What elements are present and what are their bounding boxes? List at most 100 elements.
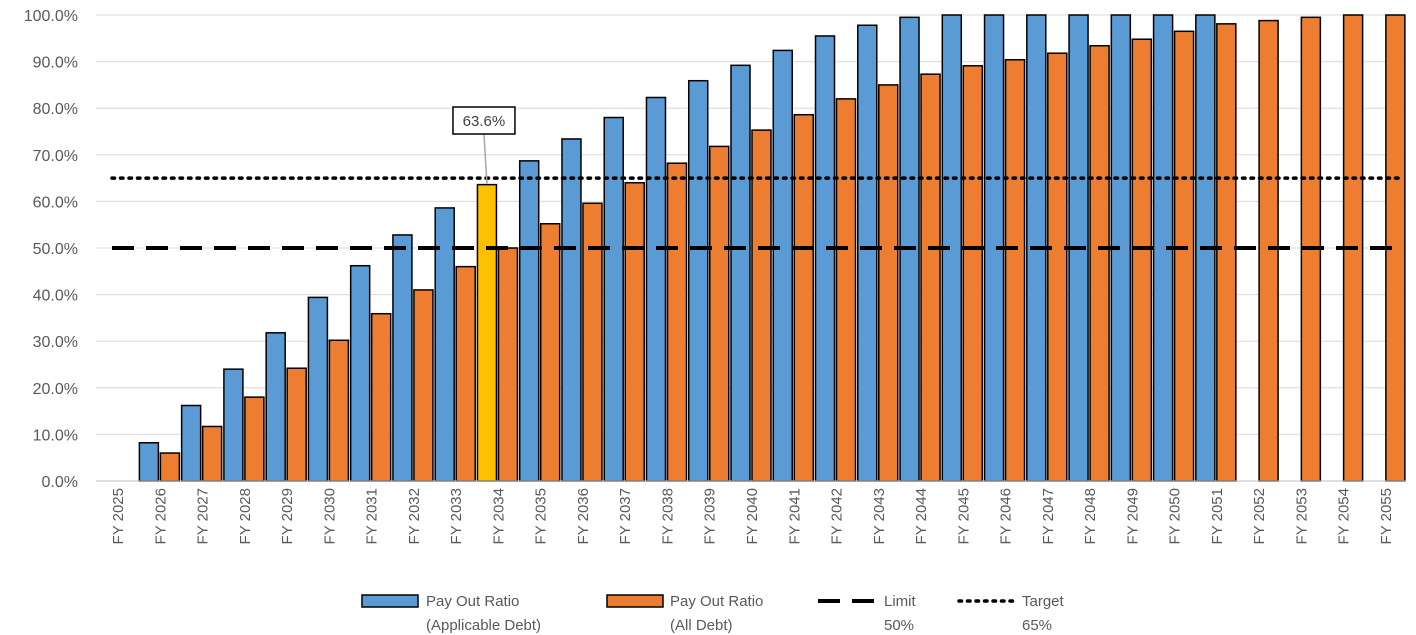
bar-pay-out-ratio-all-debt-fy-2038 bbox=[666, 162, 688, 482]
x-tick-label-fy-2052: FY 2052 bbox=[1251, 488, 1268, 544]
x-tick-label-fy-2036: FY 2036 bbox=[575, 488, 592, 544]
bar-pay-out-ratio-all-debt-fy-2050 bbox=[1173, 30, 1195, 482]
bar-pay-out-ratio-applicable-debt-fy-2031 bbox=[349, 264, 371, 482]
legend-item-target: Target 65% bbox=[957, 593, 1065, 634]
bar-pay-out-ratio-applicable-debt-fy-2041 bbox=[772, 49, 794, 482]
bar-pay-out-ratio-all-debt-fy-2036 bbox=[582, 202, 603, 482]
bar-pay-out-ratio-applicable-debt-fy-2035 bbox=[518, 160, 540, 482]
bar-pay-out-ratio-all-debt-fy-2028 bbox=[244, 396, 265, 482]
y-tick-label-20: 20.0% bbox=[33, 381, 78, 398]
bar-pay-out-ratio-applicable-debt-fy-2038 bbox=[645, 96, 667, 482]
x-tick-label-fy-2038: FY 2038 bbox=[659, 488, 676, 544]
y-tick-label-100: 100.0% bbox=[24, 8, 78, 25]
x-tick-label-fy-2046: FY 2046 bbox=[998, 488, 1015, 544]
bar-pay-out-ratio-applicable-debt-fy-2034 bbox=[476, 183, 498, 482]
bar-pay-out-ratio-applicable-debt-fy-2040 bbox=[730, 64, 751, 482]
y-tick-label-80: 80.0% bbox=[33, 101, 78, 118]
bar-pay-out-ratio-applicable-debt-fy-2039 bbox=[687, 79, 709, 482]
x-tick-label-fy-2044: FY 2044 bbox=[913, 488, 930, 544]
legend-label-applicable-debt-line2: (Applicable Debt) bbox=[426, 617, 541, 634]
bar-pay-out-ratio-all-debt-fy-2032 bbox=[413, 289, 434, 482]
bar-pay-out-ratio-all-debt-fy-2026 bbox=[159, 452, 181, 482]
bar-pay-out-ratio-all-debt-fy-2047 bbox=[1047, 52, 1068, 482]
y-tick-label-50: 50.0% bbox=[33, 241, 78, 258]
x-tick-label-fy-2039: FY 2039 bbox=[702, 488, 719, 544]
bar-pay-out-ratio-applicable-debt-fy-2043 bbox=[857, 24, 878, 482]
legend-item-limit: Limit 50% bbox=[818, 593, 917, 634]
x-tick-label-fy-2037: FY 2037 bbox=[617, 488, 634, 544]
bar-pay-out-ratio-all-debt-fy-2044 bbox=[920, 73, 941, 482]
x-tick-label-fy-2054: FY 2054 bbox=[1336, 488, 1353, 544]
legend-label-target-line2: 65% bbox=[1022, 617, 1052, 634]
x-tick-label-fy-2049: FY 2049 bbox=[1124, 488, 1141, 544]
x-tick-label-fy-2048: FY 2048 bbox=[1082, 488, 1099, 544]
bar-pay-out-ratio-all-debt-fy-2040 bbox=[751, 129, 772, 482]
y-tick-label-70: 70.0% bbox=[33, 148, 78, 165]
bar-pay-out-ratio-all-debt-fy-2042 bbox=[835, 98, 857, 482]
y-axis-tick-labels: 0.0% 10.0% 20.0% 30.0% 40.0% 50.0% 60.0% 70.0% 8… bbox=[24, 8, 78, 491]
bar-pay-out-ratio-applicable-debt-fy-2032 bbox=[392, 234, 413, 482]
bar-pay-out-ratio-all-debt-fy-2035 bbox=[539, 223, 561, 482]
x-tick-label-fy-2030: FY 2030 bbox=[321, 488, 338, 544]
bar-pay-out-ratio-all-debt-fy-2049 bbox=[1131, 38, 1153, 482]
x-tick-label-fy-2040: FY 2040 bbox=[744, 488, 761, 544]
legend-label-limit-line1: Limit bbox=[884, 593, 917, 610]
legend-label-applicable-debt-line1: Pay Out Ratio bbox=[426, 593, 519, 610]
bar-pay-out-ratio-all-debt-fy-2033 bbox=[455, 265, 476, 482]
x-tick-label-fy-2050: FY 2050 bbox=[1167, 488, 1184, 544]
legend: Pay Out Ratio (Applicable Debt) Pay Out … bbox=[361, 593, 1065, 634]
x-tick-label-fy-2027: FY 2027 bbox=[195, 488, 212, 544]
bar-pay-out-ratio-all-debt-fy-2052 bbox=[1258, 19, 1279, 482]
x-tick-label-fy-2025: FY 2025 bbox=[110, 488, 127, 544]
legend-item-all-debt: Pay Out Ratio (All Debt) bbox=[606, 593, 763, 634]
bar-pay-out-ratio-all-debt-fy-2027 bbox=[201, 425, 223, 482]
x-tick-label-fy-2034: FY 2034 bbox=[490, 488, 507, 544]
x-tick-label-fy-2032: FY 2032 bbox=[406, 488, 423, 544]
bar-pay-out-ratio-all-debt-fy-2051 bbox=[1216, 23, 1237, 482]
x-tick-label-fy-2055: FY 2055 bbox=[1378, 488, 1395, 544]
legend-swatch-applicable-debt bbox=[361, 594, 419, 608]
callout-leader-line bbox=[483, 133, 488, 184]
bar-pay-out-ratio-all-debt-fy-2029 bbox=[286, 367, 307, 482]
x-tick-label-fy-2045: FY 2045 bbox=[955, 488, 972, 544]
bar-pay-out-ratio-all-debt-fy-2041 bbox=[793, 113, 815, 482]
y-tick-label-30: 30.0% bbox=[33, 334, 78, 351]
bar-pay-out-ratio-applicable-debt-fy-2042 bbox=[814, 35, 836, 482]
x-axis-tick-labels: FY 2025 FY 2026 FY 2027 FY 2028 FY 2029 FY 20… bbox=[110, 488, 1395, 544]
x-tick-label-fy-2043: FY 2043 bbox=[871, 488, 888, 544]
legend-label-all-debt-line2: (All Debt) bbox=[670, 617, 733, 634]
bar-pay-out-ratio-all-debt-fy-2030 bbox=[328, 339, 350, 482]
bar-pay-out-ratio-applicable-debt-fy-2036 bbox=[561, 138, 582, 482]
x-tick-label-fy-2041: FY 2041 bbox=[786, 488, 803, 544]
legend-label-target-line1: Target bbox=[1022, 593, 1065, 610]
y-tick-label-40: 40.0% bbox=[33, 288, 78, 305]
bar-pay-out-ratio-all-debt-fy-2031 bbox=[370, 312, 392, 482]
bar-pay-out-ratio-all-debt-fy-2046 bbox=[1004, 58, 1026, 482]
x-tick-label-fy-2028: FY 2028 bbox=[237, 488, 254, 544]
x-tick-label-fy-2051: FY 2051 bbox=[1209, 488, 1226, 544]
bar-pay-out-ratio-all-debt-fy-2039 bbox=[708, 145, 730, 482]
bar-pay-out-ratio-applicable-debt-fy-2026 bbox=[138, 442, 160, 482]
x-tick-label-fy-2029: FY 2029 bbox=[279, 488, 296, 544]
bar-pay-out-ratio-applicable-debt-fy-2027 bbox=[180, 404, 202, 482]
reference-lines bbox=[110, 176, 1403, 250]
data-callout: 63.6% bbox=[452, 106, 516, 184]
bar-pay-out-ratio-applicable-debt-fy-2030 bbox=[307, 296, 329, 482]
bar-pay-out-ratio-applicable-debt-fy-2029 bbox=[265, 332, 286, 482]
x-tick-label-fy-2042: FY 2042 bbox=[829, 488, 846, 544]
x-tick-label-fy-2031: FY 2031 bbox=[364, 488, 381, 544]
y-tick-label-90: 90.0% bbox=[33, 55, 78, 72]
legend-item-applicable-debt: Pay Out Ratio (Applicable Debt) bbox=[361, 593, 541, 634]
callout-box bbox=[452, 106, 516, 135]
bar-pay-out-ratio-all-debt-fy-2048 bbox=[1089, 45, 1110, 482]
x-tick-label-fy-2053: FY 2053 bbox=[1293, 488, 1310, 544]
legend-swatch-all-debt bbox=[606, 594, 664, 608]
x-tick-label-fy-2033: FY 2033 bbox=[448, 488, 465, 544]
y-tick-label-10: 10.0% bbox=[33, 427, 78, 444]
x-tick-label-fy-2047: FY 2047 bbox=[1040, 488, 1057, 544]
bar-pay-out-ratio-applicable-debt-fy-2037 bbox=[603, 116, 624, 482]
x-tick-label-fy-2035: FY 2035 bbox=[533, 488, 550, 544]
y-tick-label-0: 0.0% bbox=[42, 474, 78, 491]
bar-pay-out-ratio-applicable-debt-fy-2028 bbox=[223, 368, 244, 482]
y-tick-label-60: 60.0% bbox=[33, 194, 78, 211]
